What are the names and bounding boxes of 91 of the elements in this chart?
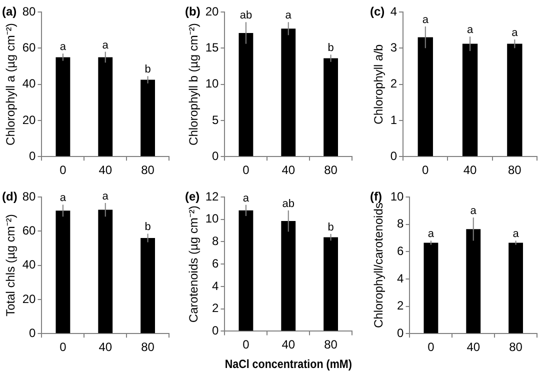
y-axis-title: Carotenoids (µg cm⁻²) [186, 206, 201, 323]
y-tick-label: 0 [212, 324, 220, 338]
chart-title: (b) [185, 4, 200, 18]
annotation: b [144, 64, 151, 76]
x-tick-label: 40 [466, 340, 480, 354]
chart-title: (f) [370, 189, 382, 204]
annotation: a [242, 192, 250, 204]
y-tick-label: 2 [397, 298, 404, 313]
chart-title: (e) [185, 189, 200, 204]
y-tick-label: 10 [205, 76, 220, 91]
y-tick-label: 2 [390, 76, 398, 91]
y-tick-label: 80 [22, 4, 36, 18]
x-tick-label: 0 [242, 163, 250, 178]
y-tick-label: 60 [22, 223, 36, 238]
x-tick-label: 0 [422, 163, 430, 178]
y-tick-label: 0 [29, 326, 36, 340]
y-tick-label: 3 [390, 40, 398, 54]
x-tick-label: 80 [324, 338, 338, 352]
annotation: a [285, 10, 292, 22]
y-tick-label: 4 [397, 271, 404, 286]
y-tick-label: 0 [390, 148, 398, 163]
y-tick-label: 80 [22, 189, 36, 204]
y-tick-label: 0 [29, 148, 36, 163]
x-tick-label: 80 [141, 340, 155, 354]
annotation: b [328, 42, 334, 54]
x-tick-label: 80 [509, 340, 523, 354]
x-tick-label: 40 [282, 163, 296, 178]
annotation: a [60, 41, 67, 54]
annotation: a [466, 24, 474, 36]
chart-title: (d) [2, 189, 18, 204]
annotation: a [512, 27, 519, 40]
bar [324, 58, 338, 156]
y-tick-label: 20 [205, 4, 220, 18]
x-axis-title: NaCl concentration (mM) [224, 358, 352, 372]
y-tick-label: 2 [212, 301, 220, 316]
y-tick-label: 4 [390, 4, 398, 18]
annotation: a [512, 228, 520, 240]
y-tick-label: 15 [205, 40, 220, 54]
y-tick-label: 10 [205, 212, 220, 226]
annotation: a [422, 14, 430, 26]
y-tick-label: 60 [22, 40, 36, 54]
y-axis-title: Chlorophyll b (µg cm⁻²) [186, 23, 201, 146]
y-tick-label: 20 [22, 112, 36, 127]
annotation: ab [282, 198, 294, 210]
bar [56, 210, 70, 334]
bar [98, 210, 113, 334]
annotation: a [102, 39, 110, 52]
y-axis-title: Chlorophyll/carotenoids [372, 202, 386, 328]
chart-title: (a) [2, 4, 17, 18]
annotation: a [60, 192, 67, 204]
annotation: a [470, 205, 478, 218]
y-tick-label: 1 [390, 112, 398, 127]
annotation: b [144, 221, 151, 234]
x-tick-label: 80 [324, 163, 338, 178]
bar [238, 32, 254, 156]
y-tick-label: 12 [205, 189, 220, 204]
annotation: a [428, 228, 435, 240]
y-tick-label: 20 [22, 292, 36, 306]
annotation: a [102, 190, 110, 203]
bar [281, 221, 296, 331]
chart-title: (c) [370, 4, 385, 18]
y-tick-label: 6 [397, 244, 404, 258]
y-tick-label: 0 [212, 148, 220, 163]
x-tick-label: 40 [463, 163, 478, 178]
bar [281, 28, 296, 156]
x-tick-label: 80 [508, 163, 522, 178]
x-tick-label: 40 [98, 163, 112, 178]
x-tick-label: 40 [282, 338, 296, 352]
annotation: ab [240, 10, 252, 22]
bar [140, 238, 155, 334]
x-tick-label: 0 [242, 338, 250, 352]
y-tick-label: 40 [22, 258, 36, 272]
y-axis-title: Chlorophyll a/b [372, 44, 386, 124]
y-tick-label: 8 [397, 216, 404, 231]
x-tick-label: 40 [98, 340, 112, 354]
bar [324, 237, 338, 331]
y-axis-title: Chlorophyll a (µg cm⁻²) [4, 23, 18, 146]
x-tick-label: 0 [428, 340, 435, 354]
bar [238, 210, 254, 331]
x-tick-label: 80 [141, 163, 155, 178]
x-tick-label: 0 [60, 163, 67, 178]
y-tick-label: 4 [212, 278, 220, 293]
y-tick-label: 6 [212, 256, 220, 270]
annotation: b [328, 221, 334, 234]
y-tick-label: 40 [22, 76, 36, 91]
x-tick-label: 0 [60, 340, 67, 354]
y-tick-label: 0 [397, 326, 404, 340]
y-tick-label: 5 [212, 112, 220, 127]
y-tick-label: 10 [390, 189, 404, 204]
y-axis-title: Total chls (µg cm⁻²) [4, 214, 18, 316]
y-tick-label: 8 [212, 234, 220, 248]
